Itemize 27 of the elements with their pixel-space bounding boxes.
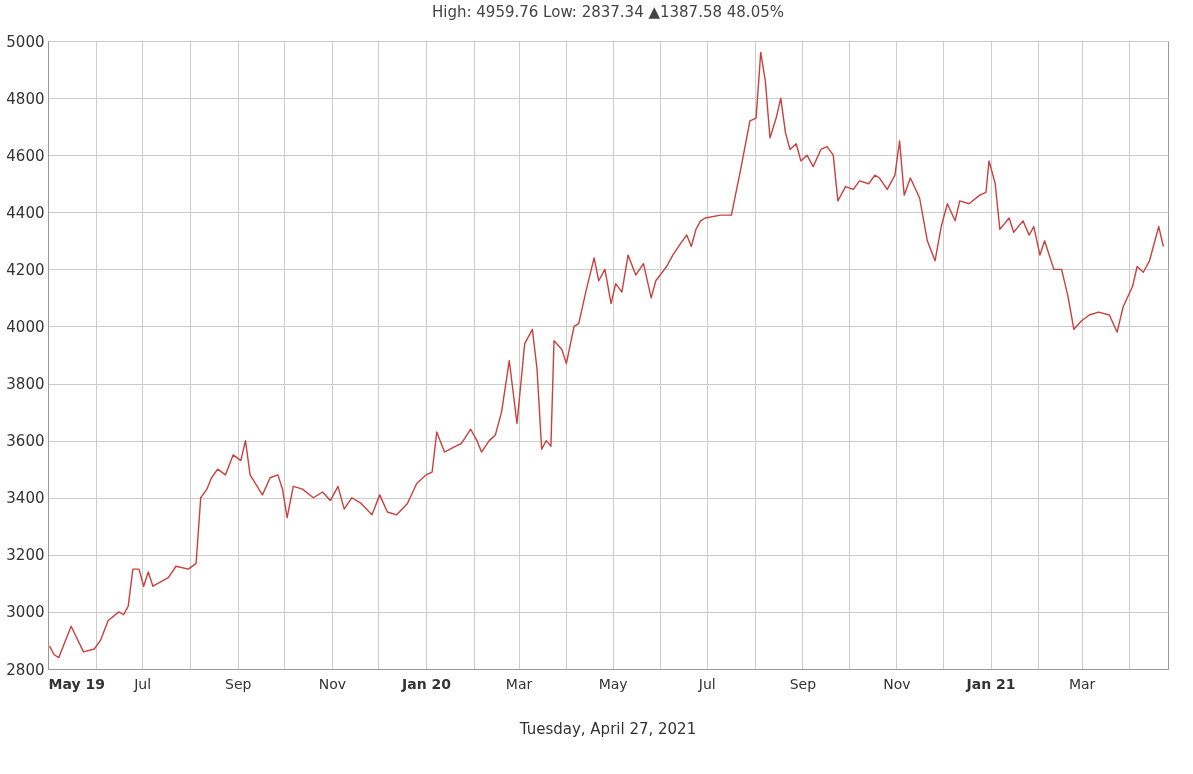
y-tick-label: 3600 [6, 432, 45, 451]
x-tick-label: Jul [133, 675, 152, 692]
x-tick-label: Nov [883, 675, 911, 692]
x-tick-label: May 19 [48, 675, 105, 692]
x-tick-label: Sep [789, 675, 817, 692]
y-tick-label: 3000 [6, 603, 45, 622]
x-tick-label: Mar [1068, 675, 1096, 692]
x-tick-label: Jul [697, 675, 716, 692]
x-tick-label: Jan 21 [965, 675, 1016, 692]
y-tick-label: 3800 [6, 375, 45, 394]
y-tick-label: 4600 [6, 146, 45, 165]
x-tick-label: May [598, 675, 628, 692]
x-tick-label: Nov [318, 675, 347, 692]
y-tick-label: 4800 [6, 89, 45, 108]
y-tick-label: 4200 [6, 260, 45, 279]
x-tick-label: Sep [225, 675, 252, 692]
y-tick-label: 3400 [6, 489, 45, 508]
line-series [48, 51, 1165, 659]
y-tick-label: 4400 [6, 203, 45, 222]
x-tick-label: Mar [505, 675, 533, 692]
y-tick-label: 2800 [6, 660, 45, 679]
y-tick-label: 3200 [6, 546, 45, 565]
y-tick-label: 5000 [6, 32, 45, 51]
text: Tuesday, April 27, 2021 [518, 720, 697, 738]
chart-title: High: 4959.76 Low: 2837.34 ▲1387.58 48.05% [432, 3, 784, 21]
x-tick-label: Jan 20 [400, 675, 452, 692]
y-tick-label: 4000 [6, 317, 45, 336]
